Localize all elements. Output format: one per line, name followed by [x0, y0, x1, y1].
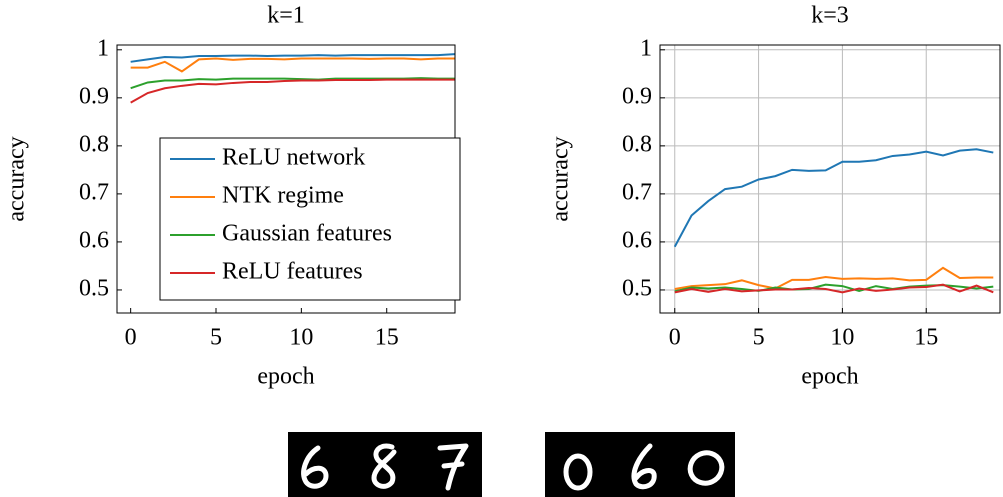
x-tick-label: 5: [210, 325, 222, 351]
y-tick-label: 0.8: [79, 131, 109, 157]
series-line: [674, 266, 994, 290]
x-tick-label: 5: [753, 325, 765, 351]
digit-8: [371, 443, 397, 489]
y-tick-label: 0.5: [79, 275, 109, 301]
digit-6: [631, 443, 657, 490]
y-tick-label: 0.9: [79, 83, 109, 109]
x-tick-label: 0: [669, 325, 681, 351]
legend-label: ReLU network: [222, 145, 365, 171]
x-tick-label: 15: [914, 325, 938, 351]
legend-label: Gaussian features: [222, 221, 392, 247]
plot-frame: [659, 44, 1001, 314]
legend: ReLU network NTK regime Gaussian features R…: [159, 137, 461, 301]
y-tick-label: 1: [97, 35, 109, 61]
legend-label: NTK regime: [222, 183, 344, 209]
y-tick-label: 0.6: [622, 227, 652, 253]
legend-label: ReLU features: [222, 259, 363, 285]
x-tick-label: 10: [289, 325, 313, 351]
chart-title: k=3: [811, 3, 849, 29]
y-tick-label: 0.8: [622, 131, 652, 157]
y-axis-label: accuracy: [4, 136, 30, 221]
y-tick-label: 1: [640, 35, 652, 61]
chart-title: k=1: [267, 3, 305, 29]
y-tick-label: 0.9: [622, 83, 652, 109]
legend-box: [159, 137, 461, 301]
series-line: [130, 53, 456, 63]
series-line: [674, 283, 994, 294]
series-line: [673, 148, 994, 248]
digit-image-right: [545, 432, 735, 497]
y-tick-label: 0.7: [622, 179, 652, 205]
digit-0: [563, 453, 593, 491]
x-tick-label: 0: [125, 325, 137, 351]
digit-0: [687, 450, 725, 486]
x-tick-label: 10: [830, 325, 854, 351]
digit-6: [301, 445, 329, 489]
y-tick-label: 0.5: [622, 275, 652, 301]
y-axis-label: accuracy: [548, 136, 574, 221]
series-line: [130, 57, 455, 73]
x-axis-label: epoch: [801, 364, 858, 390]
series-line: [130, 78, 455, 104]
digit-image-left: [288, 432, 482, 497]
x-tick-label: 15: [375, 325, 399, 351]
x-axis-label: epoch: [257, 364, 314, 390]
digit-7: [437, 443, 469, 491]
y-tick-label: 0.6: [79, 227, 109, 253]
y-tick-label: 0.7: [79, 179, 109, 205]
